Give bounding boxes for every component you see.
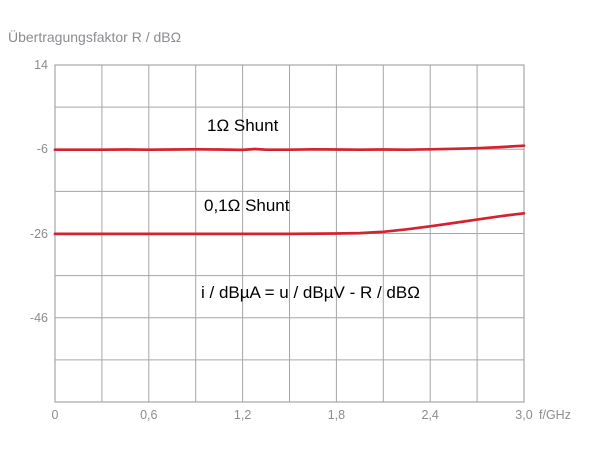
series-label-1ohm-shunt: 1Ω Shunt [207,116,279,135]
x-tick-label: 0 [51,408,59,422]
x-tick-label: 1,2 [233,408,252,422]
curve-0-1ohm-shunt [53,211,526,236]
y-tick-label: -6 [36,142,48,157]
x-tick-label: 3,0 [515,408,533,422]
chart-title: Übertragungsfaktor R / dBΩ [8,29,182,45]
formula-annotation: i / dBµA = u / dBµV - R / dBΩ [201,283,420,302]
series-label-0-1ohm-shunt: 0,1Ω Shunt [204,196,290,215]
x-tick-label: 1,8 [327,408,346,422]
y-tick-label: -26 [29,226,48,241]
y-tick-label: 14 [34,58,48,72]
x-tick-label: 0,6 [140,408,158,422]
curve-1ohm-shunt [53,144,526,152]
x-axis-unit-label: f/GHz [539,408,571,422]
y-tick-label: -46 [29,310,48,325]
x-tick-label: 2,4 [421,408,439,422]
